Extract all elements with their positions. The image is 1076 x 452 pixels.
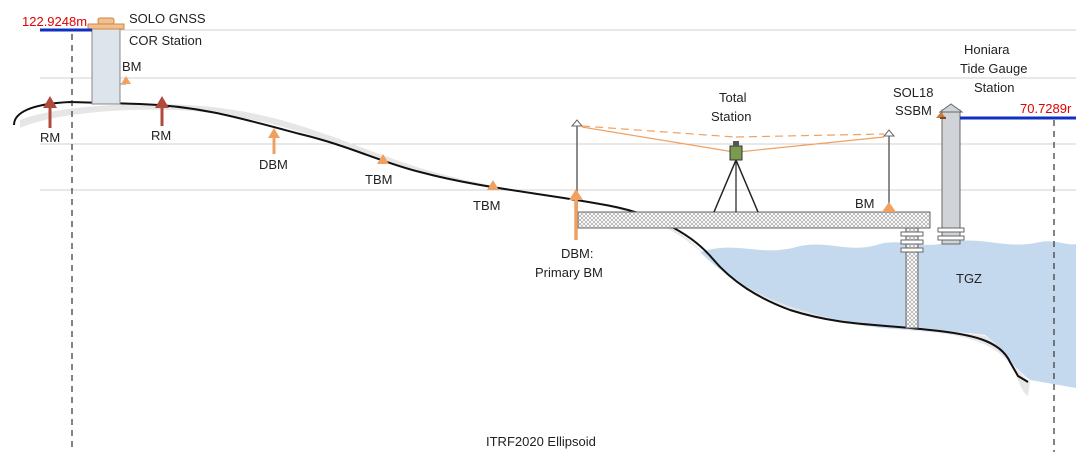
total-station-label-line2: Station — [711, 109, 751, 124]
water-body — [700, 240, 1076, 388]
dbm-primary-label-line1: DBM: — [561, 246, 594, 261]
sight-line-back-dashed — [581, 125, 735, 138]
sight-lines — [581, 125, 885, 153]
levelling-staff-right — [882, 129, 896, 206]
sight-line-fore — [737, 136, 885, 153]
tide-gauge-column — [941, 109, 961, 245]
sight-line-back — [581, 126, 735, 153]
sol18-label-line2: SSBM — [895, 103, 932, 118]
wharf-pile-bands — [900, 231, 924, 253]
bm-wharf-label: BM — [855, 196, 875, 211]
dbm-primary-marker — [569, 189, 583, 240]
height-label-left: 122.9248m — [22, 14, 87, 29]
bm-gnss-label: BM — [122, 59, 142, 74]
tide-gauge-cap — [938, 103, 964, 113]
tide-gauge-bands — [937, 227, 965, 241]
height-label-right: 70.7289r — [1020, 101, 1072, 116]
gnss-antenna-top — [97, 17, 115, 25]
sol18-label-line1: SOL18 — [893, 85, 933, 100]
sight-line-fore-dashed — [735, 133, 885, 138]
gnss-label-line1: SOLO GNSS — [129, 11, 206, 26]
tbm-marker-1 — [377, 154, 389, 164]
rm-marker-1 — [43, 96, 57, 128]
gnss-label-line2: COR Station — [129, 33, 202, 48]
tgz-label: TGZ — [956, 271, 982, 286]
gnss-bm-marker — [121, 76, 131, 84]
tbm-label-2: TBM — [473, 198, 500, 213]
dbm-marker-1 — [268, 128, 280, 154]
dbm-label-1: DBM — [259, 157, 288, 172]
rm-marker-2 — [155, 96, 169, 126]
total-station-instrument — [713, 141, 759, 213]
ground-surface-line — [13, 100, 1029, 383]
tide-gauge-label-line3: Station — [974, 80, 1014, 95]
rm-label-1: RM — [40, 130, 60, 145]
bm-wharf-marker — [882, 202, 896, 212]
gnss-station-pillar — [91, 27, 121, 105]
wharf-deck — [577, 211, 931, 229]
gnss-antenna-base — [87, 23, 125, 30]
dbm-primary-label-line2: Primary BM — [535, 265, 603, 280]
tbm-marker-2 — [487, 180, 499, 190]
tbm-label-1: TBM — [365, 172, 392, 187]
wharf-pile — [905, 227, 919, 329]
total-station-label-line1: Total — [719, 90, 747, 105]
tide-gauge-label-line1: Honiara — [964, 42, 1010, 57]
ellipsoid-label: ITRF2020 Ellipsoid — [486, 434, 596, 449]
tide-gauge-label-line2: Tide Gauge — [960, 61, 1027, 76]
rm-label-2: RM — [151, 128, 171, 143]
sol18-marker — [936, 112, 946, 118]
